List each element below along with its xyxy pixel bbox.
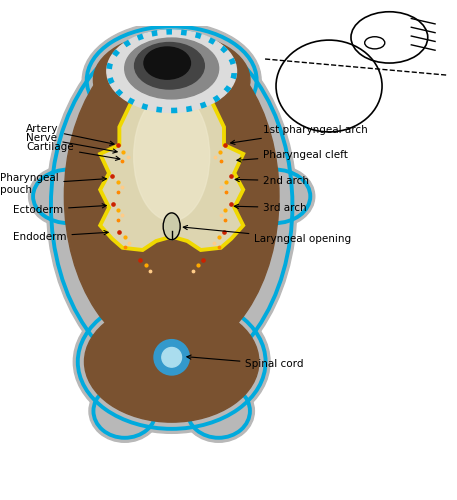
Ellipse shape — [29, 165, 109, 228]
Text: Laryngeal opening: Laryngeal opening — [183, 226, 351, 244]
Ellipse shape — [93, 33, 250, 127]
Text: Ectoderm: Ectoderm — [13, 204, 106, 215]
Ellipse shape — [85, 302, 259, 422]
Ellipse shape — [134, 42, 204, 89]
Ellipse shape — [82, 22, 261, 138]
Ellipse shape — [163, 213, 180, 240]
Text: 1st pharyngeal arch: 1st pharyngeal arch — [231, 125, 368, 144]
Text: Artery: Artery — [27, 124, 114, 146]
Ellipse shape — [64, 36, 279, 358]
Text: Endoderm: Endoderm — [13, 230, 108, 241]
Text: Pharyngeal cleft: Pharyngeal cleft — [237, 150, 348, 162]
Polygon shape — [100, 62, 243, 250]
Ellipse shape — [133, 92, 210, 221]
Text: Cartilage: Cartilage — [27, 142, 120, 161]
Text: 3rd arch: 3rd arch — [234, 202, 307, 212]
Text: Nerve: Nerve — [27, 133, 117, 153]
Ellipse shape — [162, 348, 181, 367]
Ellipse shape — [144, 47, 191, 79]
Text: 2nd arch: 2nd arch — [235, 176, 309, 186]
Ellipse shape — [234, 165, 315, 228]
Ellipse shape — [183, 380, 255, 442]
Ellipse shape — [73, 290, 270, 434]
Ellipse shape — [89, 380, 160, 442]
Ellipse shape — [125, 38, 218, 99]
Ellipse shape — [107, 30, 237, 112]
Text: Spinal cord: Spinal cord — [187, 355, 304, 369]
Ellipse shape — [154, 340, 189, 374]
Text: Pharyngeal
pouch: Pharyngeal pouch — [0, 173, 106, 195]
Ellipse shape — [47, 26, 297, 384]
